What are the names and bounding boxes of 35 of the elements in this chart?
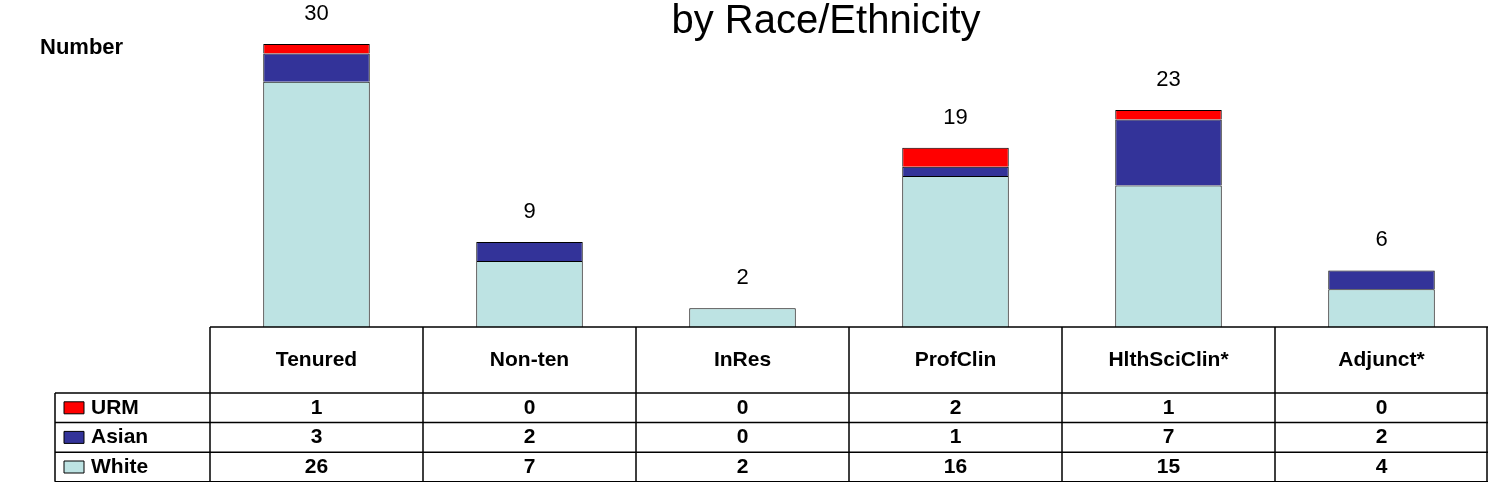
data-label: 1: [1162, 394, 1175, 418]
data-label: 2: [949, 394, 962, 418]
data-label: 15: [1156, 453, 1181, 477]
data-label: 0: [736, 394, 749, 418]
x-tick-label: InRes: [713, 346, 772, 370]
data-label: 1: [310, 394, 323, 418]
x-tick-label: ProfClin: [914, 346, 997, 370]
data-label: 0: [523, 394, 536, 418]
data-label: 26: [304, 453, 329, 477]
data-label: 2: [1375, 424, 1388, 448]
data-label: 16: [943, 453, 968, 477]
data-label: 1: [949, 424, 962, 448]
total-label: 2: [736, 264, 749, 290]
x-tick-label: Tenured: [275, 346, 358, 370]
total-label: 19: [943, 103, 968, 129]
chart-title: by Race/Ethnicity: [671, 0, 981, 42]
legend-label: URM: [91, 394, 139, 418]
legend-label: White: [91, 453, 149, 477]
data-label: 0: [736, 424, 749, 448]
x-tick-label: HlthSciClin*: [1108, 346, 1230, 370]
total-label: 6: [1375, 226, 1388, 252]
data-label: 7: [523, 453, 536, 477]
total-label: 30: [304, 0, 329, 26]
legend-label: Asian: [91, 424, 149, 448]
data-label: 7: [1162, 424, 1175, 448]
total-label: 9: [523, 198, 536, 224]
x-tick-label: Non-ten: [489, 346, 570, 370]
data-label: 0: [1375, 394, 1388, 418]
data-label: 2: [736, 453, 749, 477]
data-label: 2: [523, 424, 536, 448]
total-label: 23: [1156, 66, 1181, 92]
data-label: 4: [1375, 453, 1388, 477]
data-label: 3: [310, 424, 323, 448]
y-axis-title: Number: [40, 34, 124, 60]
x-tick-label: Adjunct*: [1338, 346, 1426, 370]
